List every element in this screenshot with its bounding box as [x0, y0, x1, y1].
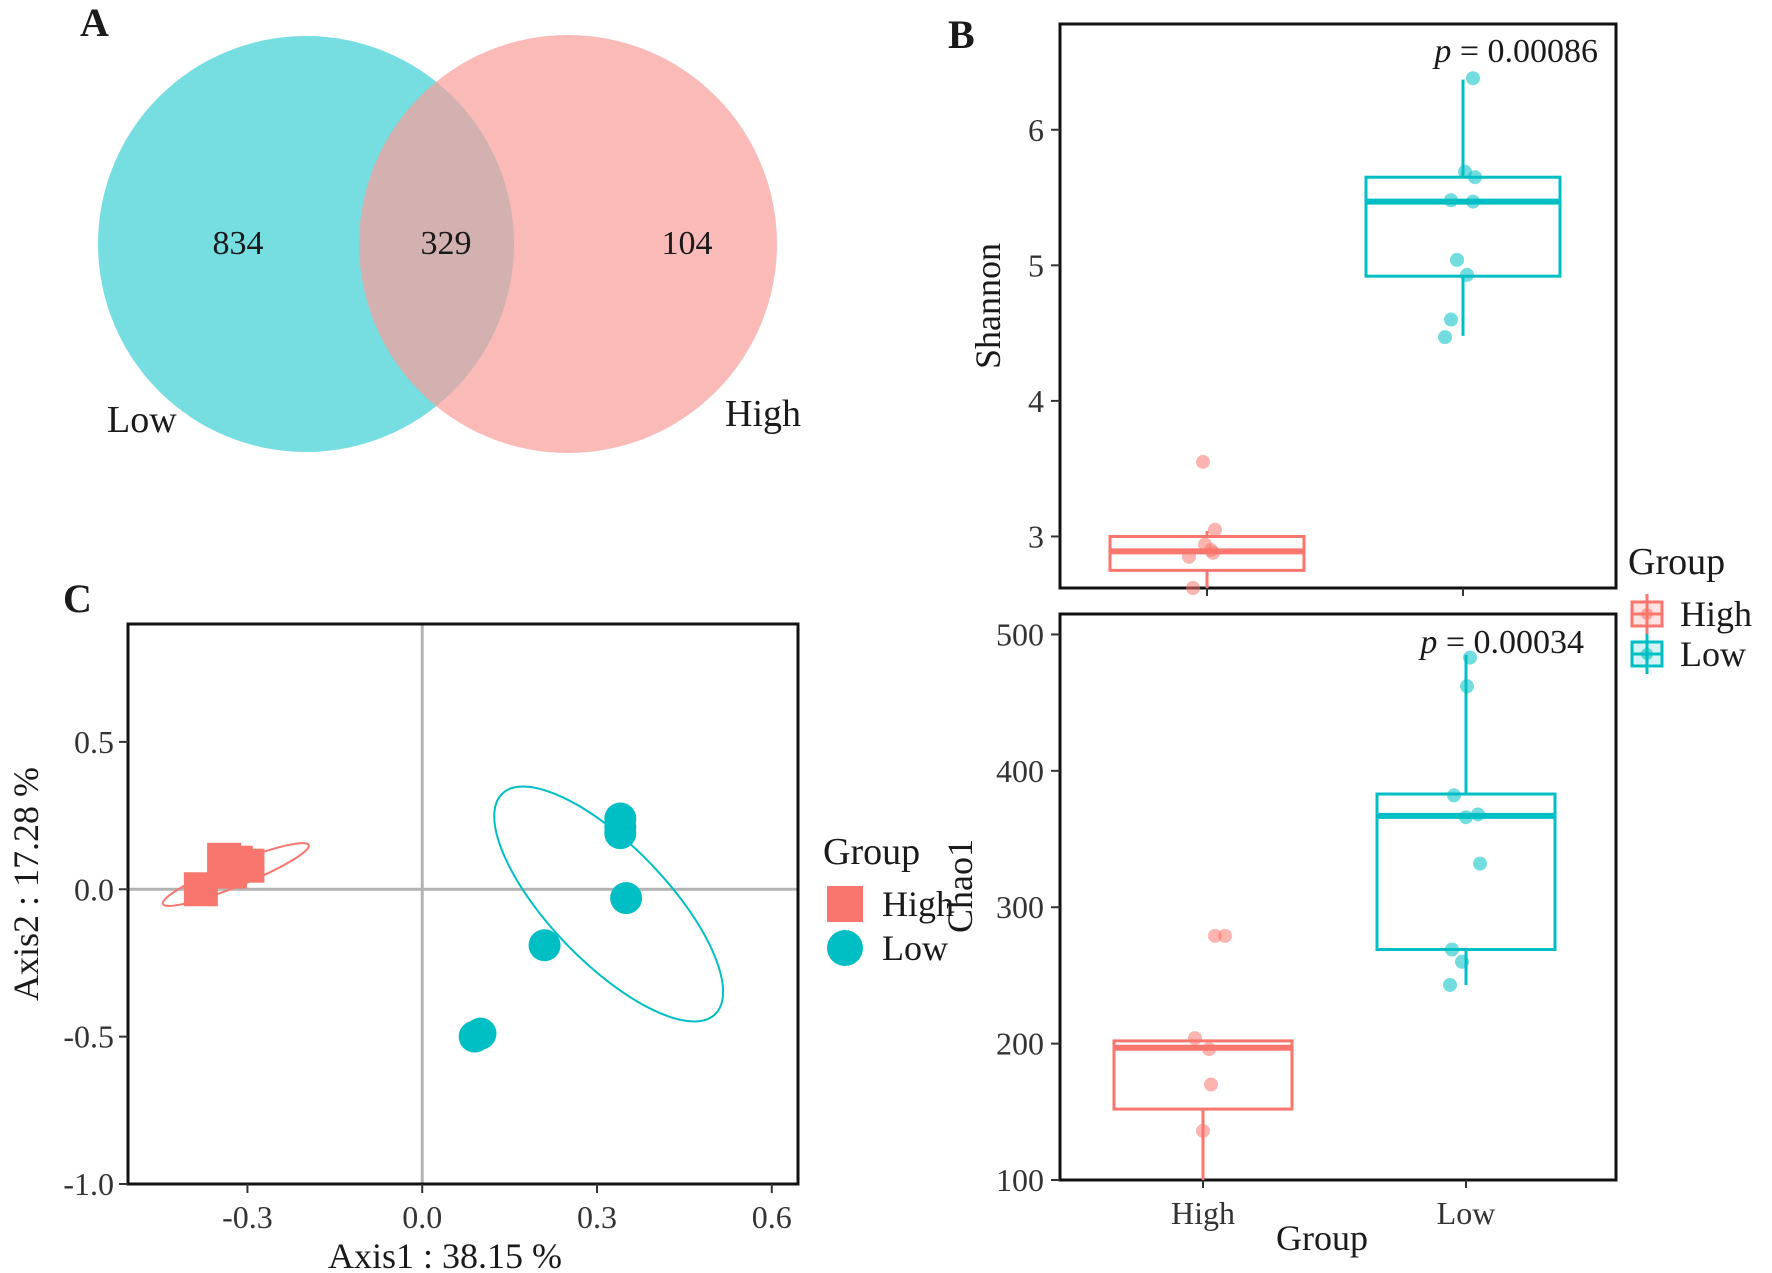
chao1-p-value: p = 0.00034 [1418, 624, 1584, 661]
sample-point-low [604, 817, 637, 850]
data-point [1443, 977, 1457, 992]
sample-point-low [528, 929, 561, 962]
pcoa-legend-key-high [827, 886, 863, 922]
boxplot-legend-key-low [1630, 634, 1664, 674]
data-point [1202, 1042, 1216, 1057]
data-point [1208, 522, 1222, 537]
venn-count-overlap: 329 [421, 225, 472, 262]
data-point [1450, 252, 1464, 267]
y-tick-label: 0.0 [74, 871, 114, 907]
panel-label-a: A [80, 0, 109, 45]
pcoa-legend-key-low [827, 930, 863, 966]
pcoa-scatter: -0.3 0.0 0.3 0.6 -1.0 -0.5 0.0 0.5 Axis1 : 38.1… [6, 622, 800, 1273]
sample-point-high [212, 854, 247, 889]
pcoa-x-title: Axis1 : 38.15 % [328, 1236, 562, 1273]
panel-label-c: C [63, 576, 92, 621]
data-point [1455, 954, 1469, 969]
x-tick-label: 0.0 [402, 1199, 442, 1235]
y-tick-label: 200 [996, 1026, 1044, 1062]
venn-diagram: 834 329 104 Low High [98, 35, 801, 453]
data-point [1208, 928, 1222, 943]
venn-label-high: High [725, 393, 801, 435]
sample-point-high [183, 872, 218, 907]
box-low [1375, 792, 1557, 952]
data-point [1458, 164, 1472, 179]
y-tick-label: 500 [996, 616, 1044, 652]
shannon-boxplot: 3 4 5 6 Shannon p = 0.00086 [968, 22, 1618, 596]
data-point [1218, 928, 1232, 943]
chao1-x-title: Group [1276, 1218, 1368, 1258]
y-tick-label: 0.5 [74, 724, 114, 760]
y-tick-label: 6 [1028, 112, 1044, 148]
data-point [1182, 549, 1196, 564]
data-point [1204, 1077, 1218, 1092]
y-tick-label: 4 [1028, 383, 1044, 419]
x-tick-label: High [1171, 1195, 1235, 1231]
y-tick-label: 100 [996, 1162, 1044, 1198]
shannon-p-symbol: p [1432, 33, 1451, 70]
chao1-plot-frame [1058, 612, 1618, 1182]
boxplot-legend-key-high [1630, 594, 1664, 634]
y-tick-label: -1.0 [63, 1166, 114, 1202]
data-point [1471, 807, 1485, 822]
data-point [1445, 942, 1459, 957]
x-tick-label: -0.3 [222, 1199, 273, 1235]
x-tick-label: Low [1437, 1195, 1496, 1231]
pcoa-legend-title: Group [823, 831, 920, 873]
y-tick-label: 5 [1028, 247, 1044, 283]
boxplot-legend: Group High Low [1628, 541, 1752, 674]
x-tick-label: 0.6 [752, 1199, 792, 1235]
data-point [1460, 679, 1474, 694]
data-point [1460, 267, 1474, 282]
data-point [1473, 856, 1487, 871]
chao1-p-text: = 0.00034 [1437, 624, 1584, 661]
data-point [1196, 1123, 1210, 1138]
data-point [1188, 1031, 1202, 1046]
data-point [1463, 650, 1477, 665]
data-point [1198, 537, 1212, 552]
pcoa-legend: Group High Low [823, 831, 954, 968]
chao1-y-title: Chao1 [940, 839, 980, 933]
chao1-boxplot: 100 200 300 400 500 High Low Chao1 Group p = 0… [940, 612, 1618, 1258]
y-tick-label: -0.5 [63, 1019, 114, 1055]
confidence-ellipse-low [493, 785, 725, 1023]
y-tick-label: 3 [1028, 518, 1044, 554]
venn-circle-high [359, 35, 777, 453]
chao1-p-symbol: p [1418, 624, 1437, 661]
sample-point-low [610, 882, 643, 915]
boxplot-legend-label-low: Low [1680, 634, 1746, 674]
data-point [1186, 581, 1200, 595]
data-point [1466, 194, 1480, 209]
data-point [1447, 788, 1461, 803]
data-point [1196, 454, 1210, 469]
venn-count-low-only: 834 [213, 225, 264, 262]
shannon-plot-frame [1058, 22, 1618, 590]
pcoa-legend-label-high: High [882, 884, 954, 924]
box-high [1112, 1039, 1294, 1111]
shannon-p-value: p = 0.00086 [1432, 33, 1598, 70]
data-point [1466, 71, 1480, 86]
venn-label-low: Low [107, 399, 177, 441]
data-point [1444, 312, 1458, 327]
x-tick-label: 0.3 [577, 1199, 617, 1235]
boxplot-legend-label-high: High [1680, 594, 1752, 634]
sample-point-low [464, 1017, 497, 1050]
shannon-p-text: = 0.00086 [1451, 33, 1598, 70]
panel-label-b: B [948, 12, 975, 57]
venn-count-high-only: 104 [662, 225, 713, 262]
shannon-y-title: Shannon [968, 243, 1008, 369]
pcoa-y-title: Axis2 : 17.28 % [6, 767, 46, 1001]
data-point [1459, 810, 1473, 825]
y-tick-label: 400 [996, 753, 1044, 789]
boxplot-legend-title: Group [1628, 541, 1725, 583]
pcoa-legend-label-low: Low [882, 928, 948, 968]
data-point [1438, 330, 1452, 345]
y-tick-label: 300 [996, 889, 1044, 925]
data-point [1444, 193, 1458, 208]
pcoa-plot-frame [126, 622, 800, 1186]
